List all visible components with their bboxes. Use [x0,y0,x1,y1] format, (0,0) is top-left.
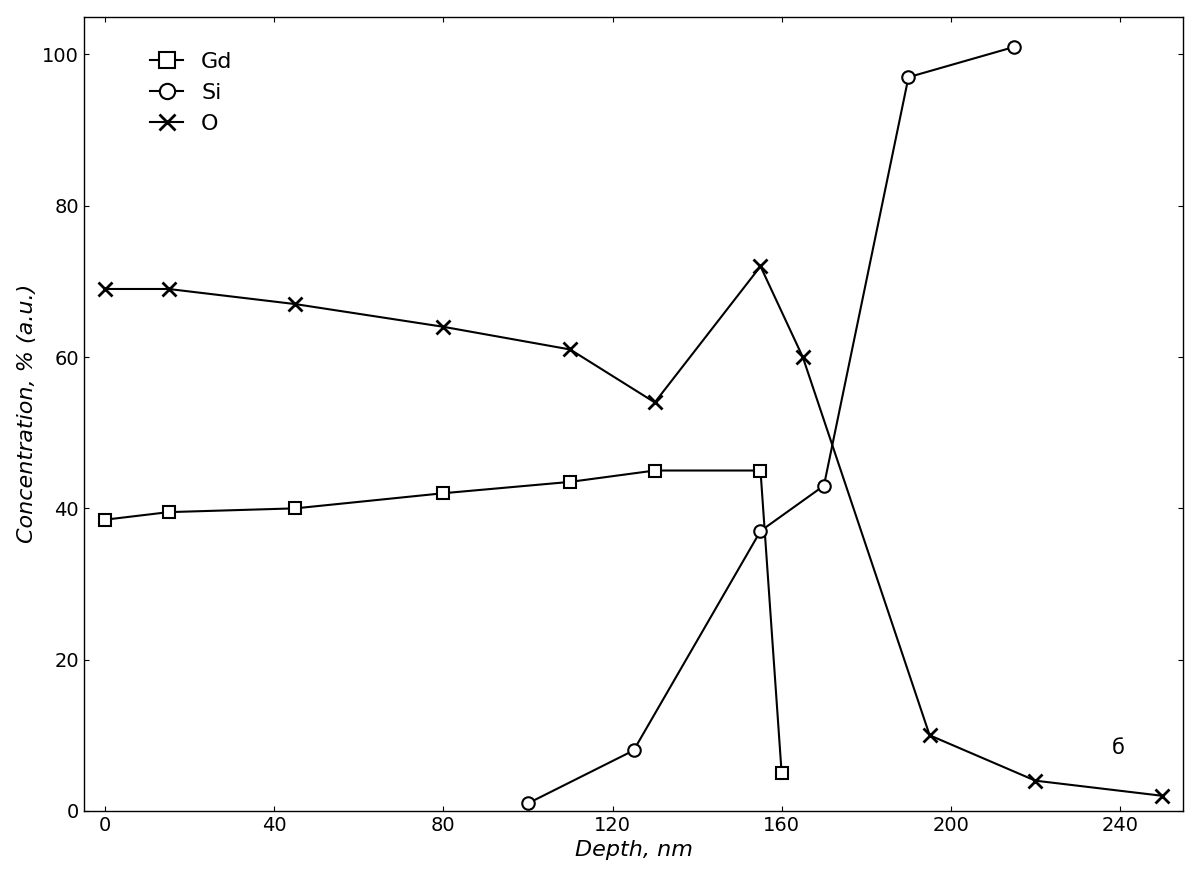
Gd [754,466,768,476]
Si [521,798,535,809]
O [923,730,937,740]
O [754,261,768,272]
Line: Gd: Gd [98,464,788,780]
Legend: Gd, Si, O: Gd, Si, O [150,52,233,134]
O [1028,775,1043,786]
Gd [98,515,113,525]
Line: Si: Si [522,40,1020,809]
Y-axis label: Concentration, % (a.u.): Concentration, % (a.u.) [17,284,37,544]
X-axis label: Depth, nm: Depth, nm [575,840,692,860]
Si [817,481,832,491]
O [161,284,175,295]
Line: O: O [98,260,1169,802]
Gd [161,507,175,517]
O [1154,790,1169,801]
O [563,345,577,355]
O [288,299,302,310]
Si [1007,42,1021,53]
Si [626,745,641,756]
O [98,284,113,295]
Gd [288,503,302,514]
Gd [648,466,662,476]
Gd [436,488,450,498]
O [436,322,450,332]
O [796,352,810,362]
Gd [563,476,577,487]
Si [901,72,916,82]
Gd [774,768,788,779]
O [648,397,662,408]
Si [754,526,768,537]
Text: б: б [1111,738,1124,758]
